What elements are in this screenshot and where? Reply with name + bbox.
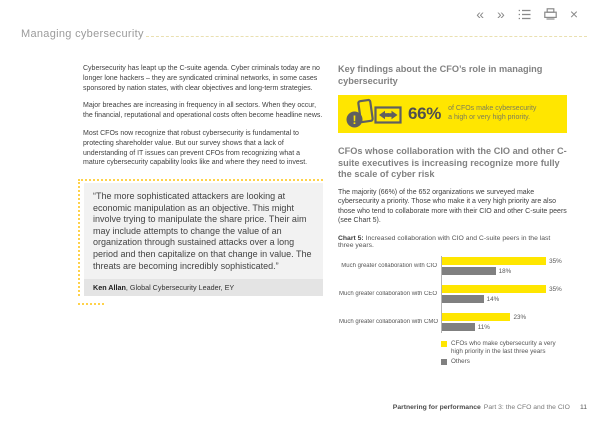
print-icon[interactable] xyxy=(544,8,557,20)
legend-swatch xyxy=(441,359,447,366)
key-findings-column: Key findings about the CFO’s role in man… xyxy=(338,64,567,369)
legend-item: Others xyxy=(441,358,567,366)
close-icon[interactable]: × xyxy=(569,6,578,22)
chart-bar xyxy=(442,313,511,322)
previous-pages-icon[interactable]: « xyxy=(476,6,485,22)
chart-legend: CFOs who make cybersecurity a very high … xyxy=(441,340,567,366)
quote-attribution: Ken Allan, Global Cybersecurity Leader, … xyxy=(84,279,323,297)
intro-text-column: Cybersecurity has leapt up the C-suite a… xyxy=(83,64,323,176)
chart-bar xyxy=(442,285,547,294)
chart-bars: 35% 18% xyxy=(442,256,567,277)
chart-bar-line: 14% xyxy=(442,295,567,304)
chart-bar-line: 18% xyxy=(442,267,567,276)
footer-page-number: 11 xyxy=(579,404,587,411)
legend-item: CFOs who make cybersecurity a very high … xyxy=(441,340,567,356)
chart-bars: 23% 11% xyxy=(442,312,567,333)
chart-bar-value: 11% xyxy=(477,323,490,331)
legend-label: Others xyxy=(451,358,470,366)
chart-caption: Chart 5: Increased collaboration with CI… xyxy=(338,235,567,249)
chart-bar xyxy=(442,295,484,304)
footer-book-title: Partnering for performance xyxy=(392,404,481,411)
chart-bar-line: 35% xyxy=(442,257,567,266)
stat-value: 66% xyxy=(408,104,442,123)
chart-bar-value: 18% xyxy=(498,267,512,275)
chart-bar xyxy=(442,257,547,266)
chart-caption-text: Increased collaboration with CIO and C-s… xyxy=(338,234,551,249)
chart-bars: 35% 14% xyxy=(442,284,567,305)
chart-bar-value: 23% xyxy=(513,313,527,321)
table-of-contents-icon[interactable] xyxy=(518,9,531,20)
chart-bar-value: 35% xyxy=(549,285,562,293)
chart-bar-line: 11% xyxy=(442,323,567,332)
chart-bar-group: Much greater collaboration with CEO 35% 14… xyxy=(339,284,567,305)
quote-author-role: , Global Cybersecurity Leader, EY xyxy=(125,283,235,293)
chart-category-label: Much greater collaboration with CMO xyxy=(339,319,439,326)
chart-category-label: Much greater collaboration with CEO xyxy=(339,291,438,298)
intro-paragraph: Most CFOs now recognize that robust cybe… xyxy=(83,129,308,167)
chart-bar-group: Much greater collaboration with CIO 35% 18… xyxy=(341,256,567,277)
chart-bar-value: 14% xyxy=(486,295,500,303)
viewer-toolbar: « » × xyxy=(476,7,578,21)
key-findings-heading: Key findings about the CFO’s role in man… xyxy=(338,64,543,86)
chart-bar-value: 35% xyxy=(549,257,562,265)
stat-caption: of CFOs make cybersecurity a high or ver… xyxy=(448,105,537,121)
chart-bar xyxy=(442,267,496,276)
legend-label: CFOs who make cybersecurity a very high … xyxy=(451,339,556,355)
page-footer: Partnering for performance Part 3: the C… xyxy=(393,404,587,411)
chart-bar xyxy=(442,323,475,332)
stat-banner: ! 66% of CFOs make cybersecurity a high … xyxy=(338,95,567,133)
cybersecurity-devices-icon: ! xyxy=(346,98,402,128)
page-title: Managing cybersecurity xyxy=(21,28,144,40)
intro-paragraph: Major breaches are increasing in frequen… xyxy=(83,102,323,120)
pull-quote: “The more sophisticated attackers are lo… xyxy=(78,179,323,297)
legend-swatch xyxy=(441,340,447,347)
quote-text: “The more sophisticated attackers are lo… xyxy=(84,183,323,280)
section-subheading: CFOs whose collaboration with the CIO an… xyxy=(338,146,567,179)
section-paragraph: The majority (66%) of the 652 organizati… xyxy=(338,188,567,225)
next-pages-icon[interactable]: » xyxy=(497,6,505,22)
chart-bar-line: 35% xyxy=(442,285,567,294)
quote-dotted-tail xyxy=(78,303,104,305)
svg-text:!: ! xyxy=(353,113,357,127)
chart-bar-line: 23% xyxy=(442,313,567,322)
title-rule xyxy=(146,36,587,37)
chart-bar-group: Much greater collaboration with CMO 23% 11… xyxy=(339,312,567,333)
intro-paragraph: Cybersecurity has leapt up the C-suite a… xyxy=(83,65,320,92)
quote-author: Ken Allan xyxy=(93,283,126,293)
footer-chapter: Part 3: the CFO and the CIO xyxy=(483,404,570,411)
chart-plot: Much greater collaboration with CIO 35% 18… xyxy=(339,255,567,333)
chart-caption-label: Chart 5: xyxy=(338,234,364,242)
chart-category-label: Much greater collaboration with CIO xyxy=(341,263,437,270)
